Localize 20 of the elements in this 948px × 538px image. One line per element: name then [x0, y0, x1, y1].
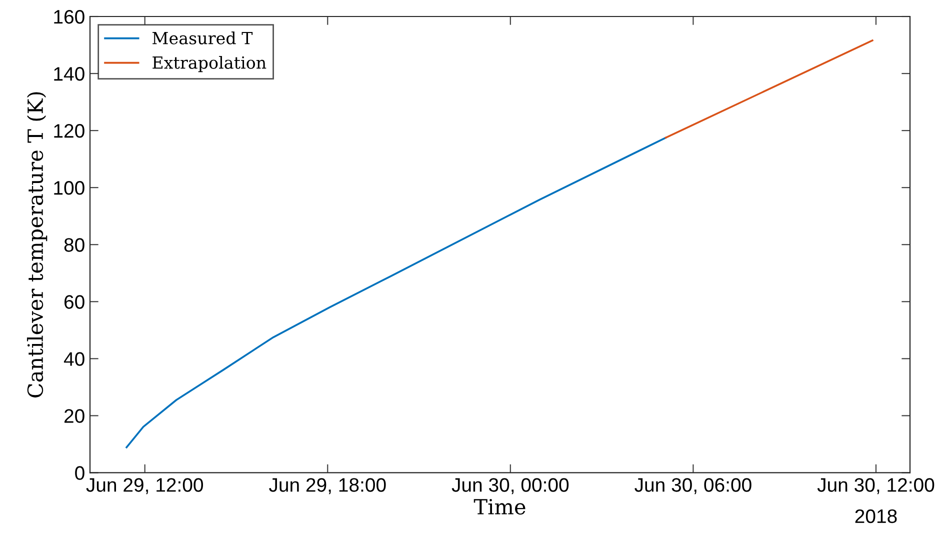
- legend-label: Extrapolation: [152, 56, 266, 72]
- y-tick-label: 60: [64, 295, 84, 309]
- y-tick-label: 20: [64, 409, 84, 423]
- x-tick-label: Jun 30, 12:00: [817, 478, 934, 494]
- legend-label: Measured T: [152, 32, 253, 44]
- y-tick-label: 100: [54, 181, 84, 195]
- y-tick-label: 120: [54, 124, 84, 138]
- text: 2018: [855, 509, 897, 524]
- y-tick-label: 40: [64, 352, 84, 366]
- x-axis-title: Time: [474, 498, 526, 515]
- y-tick-label: 80: [64, 238, 84, 252]
- x-tick-label: Jun 29, 12:00: [86, 478, 204, 494]
- y-tick-label: 160: [54, 10, 84, 24]
- line-series: [126, 136, 667, 448]
- y-tick-label: 0: [75, 466, 84, 480]
- x-tick-label: Jun 29, 18:00: [269, 478, 386, 494]
- x-tick-label: Jun 30, 00:00: [452, 478, 569, 494]
- y-axis-title: Cantilever temperature T (K): [26, 92, 48, 398]
- x-tick-label: Jun 30, 06:00: [634, 478, 752, 494]
- y-tick-label: 140: [54, 66, 84, 81]
